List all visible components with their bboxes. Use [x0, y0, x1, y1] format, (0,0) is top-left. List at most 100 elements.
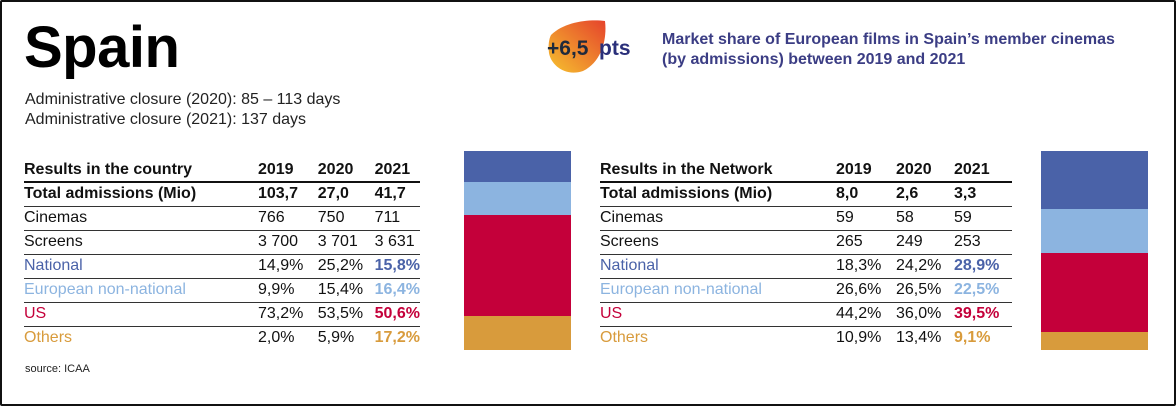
european-segment — [464, 182, 571, 216]
table-row: National 14,9% 25,2% 15,8% — [24, 254, 420, 279]
year-header: 2021 — [954, 158, 1012, 183]
row-label: National — [600, 254, 836, 279]
cell: 18,3% — [836, 254, 896, 279]
cell: 253 — [954, 230, 1012, 255]
table-row: Screens 3 700 3 701 3 631 — [24, 230, 420, 255]
row-label: US — [600, 302, 836, 327]
table-row: US 73,2% 53,5% 50,6% — [24, 302, 420, 327]
cell: 59 — [836, 206, 896, 231]
cell: 3 700 — [257, 230, 318, 255]
table-row: Screens 265 249 253 — [600, 230, 1012, 255]
country-share-stack-2021 — [464, 151, 571, 350]
row-label: Screens — [24, 230, 258, 255]
country-title: Spain — [24, 15, 180, 80]
country-results-table: Results in the country 2019 2020 2021 To… — [24, 158, 420, 350]
cell: 15,4% — [317, 278, 375, 303]
year-header: 2020 — [317, 158, 375, 183]
row-label: Cinemas — [600, 206, 836, 231]
drop-shape-icon — [548, 20, 606, 73]
row-label: Others — [24, 329, 73, 347]
cell: 5,9% — [317, 329, 355, 347]
table-row: Total admissions (Mio) 103,7 27,0 41,7 — [24, 182, 420, 207]
cell: 3,3 — [954, 182, 1012, 207]
cell: 103,7 — [257, 182, 318, 207]
cell: 73,2% — [257, 302, 318, 327]
cell: 26,5% — [896, 278, 954, 303]
cell: 53,5% — [317, 302, 375, 327]
row-label: US — [24, 302, 258, 327]
year-header: 2019 — [836, 158, 896, 183]
table-row: European non-national 9,9% 15,4% 16,4% — [24, 278, 420, 303]
cell: 41,7 — [374, 182, 420, 207]
table-row: Total admissions (Mio) 8,0 2,6 3,3 — [600, 182, 1012, 207]
cell: 24,2% — [896, 254, 954, 279]
year-header: 2019 — [257, 158, 318, 183]
us-segment — [464, 215, 571, 316]
source-note: source: ICAA — [25, 363, 90, 375]
cell: 58 — [896, 206, 954, 231]
cell: 26,6% — [836, 278, 896, 303]
table-title: Results in the country — [24, 158, 258, 183]
row-label: Total admissions (Mio) — [600, 182, 836, 207]
cell: 13,4% — [896, 329, 942, 347]
closure-2020: Administrative closure (2020): 85 – 113 … — [25, 91, 341, 108]
row-label: Others — [600, 329, 649, 347]
cell: 265 — [836, 230, 896, 255]
table-row: US 44,2% 36,0% 39,5% — [600, 302, 1012, 327]
badge-value: +6,5 — [547, 37, 589, 60]
cell: 14,9% — [257, 254, 318, 279]
row-label: European non-national — [24, 278, 258, 303]
closure-2021: Administrative closure (2021): 137 days — [25, 111, 307, 128]
row-label: Screens — [600, 230, 836, 255]
row-label: National — [24, 254, 258, 279]
cell: 39,5% — [954, 302, 1012, 327]
cell: 249 — [896, 230, 954, 255]
table-row: Others 10,9% 13,4% 9,1% — [600, 326, 1012, 350]
cell: 50,6% — [374, 302, 420, 327]
others-segment — [464, 315, 571, 350]
cell: 3 631 — [374, 230, 420, 255]
cell: 27,0 — [317, 182, 375, 207]
cell: 44,2% — [836, 302, 896, 327]
table-row: Cinemas 59 58 59 — [600, 206, 1012, 231]
cell: 3 701 — [317, 230, 375, 255]
cell: 2,6 — [896, 182, 954, 207]
cell: 9,9% — [257, 278, 318, 303]
us-segment — [1041, 253, 1148, 332]
cell: 25,2% — [317, 254, 375, 279]
row-label: Cinemas — [24, 206, 258, 231]
market-share-badge: +6,5 pts — [543, 17, 643, 75]
cell: 36,0% — [896, 302, 954, 327]
table-row: European non-national 26,6% 26,5% 22,5% — [600, 278, 1012, 303]
table-row: Cinemas 766 750 711 — [24, 206, 420, 231]
table-header-row: Results in the country 2019 2020 2021 — [24, 158, 420, 183]
cell: 16,4% — [374, 278, 420, 303]
cell: 766 — [257, 206, 318, 231]
cell: 711 — [374, 206, 420, 231]
year-header: 2021 — [374, 158, 420, 183]
cell: 59 — [954, 206, 1012, 231]
cell: 22,5% — [954, 278, 1012, 303]
table-title: Results in the Network — [600, 158, 836, 183]
year-header: 2020 — [896, 158, 954, 183]
cell: 28,9% — [954, 254, 1012, 279]
national-segment — [464, 151, 571, 183]
cell: 8,0 — [836, 182, 896, 207]
cell: 9,1% — [954, 329, 991, 347]
others-segment — [1041, 331, 1148, 350]
cell: 2,0% — [257, 329, 295, 347]
row-label: European non-national — [600, 278, 836, 303]
cell: 750 — [317, 206, 375, 231]
cell: 17,2% — [374, 329, 420, 347]
table-header-row: Results in the Network 2019 2020 2021 — [600, 158, 1012, 183]
table-row: Others 2,0% 5,9% 17,2% — [24, 326, 420, 350]
network-share-stack-2021 — [1041, 151, 1148, 350]
european-segment — [1041, 208, 1148, 254]
network-results-table: Results in the Network 2019 2020 2021 To… — [600, 158, 1012, 350]
row-label: Total admissions (Mio) — [24, 182, 258, 207]
cell: 10,9% — [836, 329, 882, 347]
national-segment — [1041, 151, 1148, 209]
table-row: National 18,3% 24,2% 28,9% — [600, 254, 1012, 279]
cell: 15,8% — [374, 254, 420, 279]
